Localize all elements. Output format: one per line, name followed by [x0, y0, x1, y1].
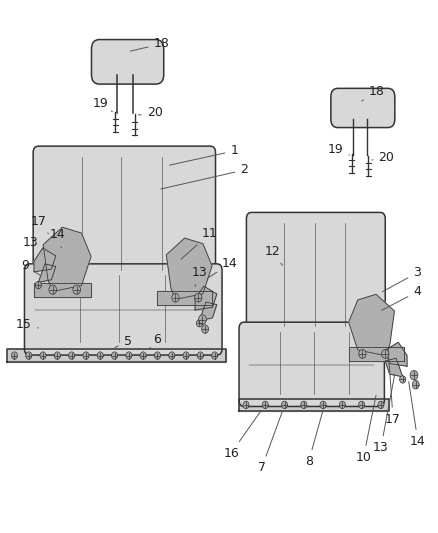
Polygon shape: [34, 282, 91, 297]
Polygon shape: [349, 347, 403, 361]
Circle shape: [339, 401, 346, 409]
Circle shape: [381, 350, 389, 358]
FancyBboxPatch shape: [239, 322, 385, 407]
Circle shape: [26, 352, 32, 359]
Text: 15: 15: [16, 318, 39, 332]
Circle shape: [262, 401, 268, 409]
Circle shape: [194, 293, 202, 302]
Circle shape: [399, 376, 406, 383]
Text: 1: 1: [170, 144, 238, 165]
Circle shape: [83, 352, 89, 359]
Polygon shape: [199, 302, 217, 320]
Text: 17: 17: [385, 348, 401, 426]
Polygon shape: [385, 342, 407, 366]
Text: 4: 4: [381, 286, 421, 310]
Text: 3: 3: [382, 266, 421, 292]
Circle shape: [126, 352, 132, 359]
Text: 8: 8: [305, 411, 323, 468]
Circle shape: [198, 315, 206, 324]
Circle shape: [97, 352, 103, 359]
FancyBboxPatch shape: [92, 39, 164, 84]
Circle shape: [35, 281, 42, 289]
Text: 6: 6: [149, 333, 161, 349]
Polygon shape: [157, 291, 212, 305]
Text: 13: 13: [191, 266, 207, 287]
Circle shape: [301, 401, 307, 409]
Circle shape: [73, 285, 81, 294]
FancyBboxPatch shape: [33, 146, 215, 284]
Circle shape: [69, 352, 75, 359]
Circle shape: [140, 352, 146, 359]
Text: 12: 12: [264, 245, 283, 265]
Text: 7: 7: [258, 411, 283, 474]
FancyBboxPatch shape: [25, 264, 222, 355]
Circle shape: [197, 352, 203, 359]
Polygon shape: [385, 358, 403, 377]
Circle shape: [412, 381, 419, 389]
Text: 13: 13: [373, 374, 395, 454]
Text: 14: 14: [409, 382, 426, 448]
Text: 5: 5: [115, 335, 131, 348]
Text: 14: 14: [49, 228, 65, 248]
Polygon shape: [39, 264, 56, 282]
Text: 13: 13: [23, 236, 42, 254]
Text: 9: 9: [21, 259, 40, 276]
Polygon shape: [7, 349, 226, 362]
Circle shape: [112, 352, 117, 359]
Text: 16: 16: [223, 411, 261, 459]
Circle shape: [410, 370, 418, 380]
Circle shape: [40, 352, 46, 359]
Polygon shape: [239, 399, 389, 411]
Circle shape: [183, 352, 189, 359]
Circle shape: [11, 352, 18, 359]
Text: 19: 19: [93, 96, 113, 112]
Text: 20: 20: [138, 106, 162, 119]
Circle shape: [359, 401, 365, 409]
Circle shape: [169, 352, 175, 359]
Circle shape: [155, 352, 160, 359]
FancyBboxPatch shape: [247, 213, 385, 339]
Text: 20: 20: [372, 151, 395, 164]
Circle shape: [49, 285, 57, 294]
Circle shape: [54, 352, 60, 359]
Circle shape: [196, 319, 202, 327]
Circle shape: [282, 401, 288, 409]
Circle shape: [212, 352, 218, 359]
Text: 17: 17: [31, 215, 48, 233]
Text: 19: 19: [328, 143, 350, 156]
Text: 18: 18: [362, 85, 385, 101]
Circle shape: [172, 293, 179, 302]
Polygon shape: [166, 238, 212, 300]
Circle shape: [201, 325, 208, 333]
Text: 18: 18: [131, 37, 170, 51]
Polygon shape: [34, 248, 56, 272]
Circle shape: [320, 401, 326, 409]
Text: 2: 2: [161, 164, 248, 189]
Polygon shape: [349, 294, 394, 356]
Circle shape: [359, 350, 366, 358]
Polygon shape: [43, 227, 91, 292]
Text: 10: 10: [356, 395, 376, 464]
Text: 11: 11: [181, 227, 217, 260]
Circle shape: [243, 401, 249, 409]
Circle shape: [378, 401, 384, 409]
Polygon shape: [195, 286, 217, 310]
FancyBboxPatch shape: [331, 88, 395, 127]
Text: 14: 14: [208, 257, 238, 278]
